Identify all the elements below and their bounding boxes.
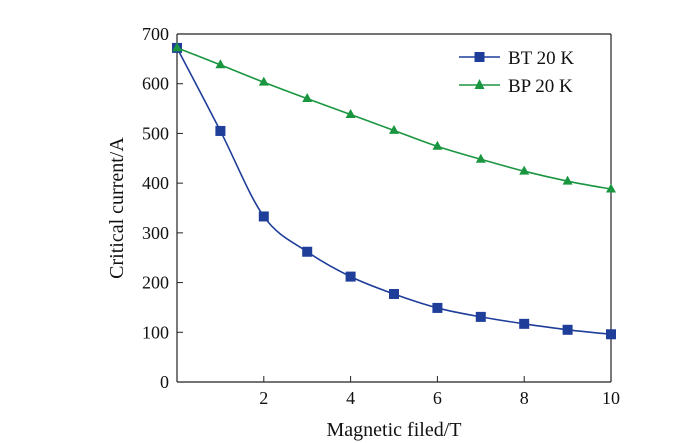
x-tick-label-8: 8	[520, 388, 529, 408]
series-1-point-0	[172, 42, 182, 52]
series-1-point-9	[562, 175, 573, 185]
series-1-point-7	[475, 153, 486, 163]
x-tick-label-6: 6	[433, 388, 442, 408]
legend-label-bp-20k: BP 20 K	[508, 76, 573, 97]
series-1-point-6	[432, 140, 443, 150]
series	[172, 42, 616, 340]
series-0-point-6	[432, 302, 443, 313]
series-0-point-3	[302, 246, 313, 257]
legend-label-bt-20k: BT 20 K	[508, 48, 574, 69]
legend-marker-bp-20k	[474, 79, 485, 89]
y-tick-label-600: 600	[142, 74, 169, 94]
y-tick-label-100: 100	[142, 322, 169, 342]
y-axis-title: Critical current/A	[106, 137, 128, 279]
legend: BT 20 K BP 20 K	[459, 48, 574, 97]
series-0-point-1	[215, 125, 226, 136]
x-tick-label-2: 2	[259, 388, 268, 408]
legend-marker-bt-20k	[474, 52, 485, 62]
series-1-point-2	[258, 76, 269, 86]
y-tick-label-300: 300	[142, 223, 169, 243]
series-1-point-8	[519, 165, 530, 175]
y-tick-label-200: 200	[142, 273, 169, 293]
series-1-point-5	[389, 124, 399, 134]
legend-item-bt-20k: BT 20 K	[459, 48, 574, 69]
series-0-point-4	[345, 271, 356, 282]
series-1-point-3	[302, 93, 313, 103]
axes	[176, 33, 612, 383]
series-line-0	[176, 47, 612, 336]
series-1-point-1	[215, 59, 226, 69]
x-tick-label-4: 4	[346, 388, 355, 408]
x-axis-title: Magnetic filed/T	[327, 419, 462, 441]
y-tick-label-500: 500	[142, 123, 169, 143]
series-0-point-5	[389, 289, 399, 300]
y-tick-label-0: 0	[160, 372, 169, 392]
series-0-point-2	[258, 211, 269, 222]
y-tick-label-400: 400	[142, 173, 169, 193]
legend-item-bp-20k: BP 20 K	[459, 76, 573, 97]
series-0-point-9	[562, 324, 573, 335]
series-0-point-8	[519, 318, 530, 329]
series-line-1	[176, 47, 612, 190]
y-tick-label-700: 700	[142, 24, 169, 44]
x-tick-label-10: 10	[602, 388, 620, 408]
series-1-point-10	[606, 183, 616, 193]
series-0-point-7	[475, 311, 486, 322]
series-1-point-4	[345, 108, 356, 118]
series-0-point-10	[606, 329, 616, 340]
